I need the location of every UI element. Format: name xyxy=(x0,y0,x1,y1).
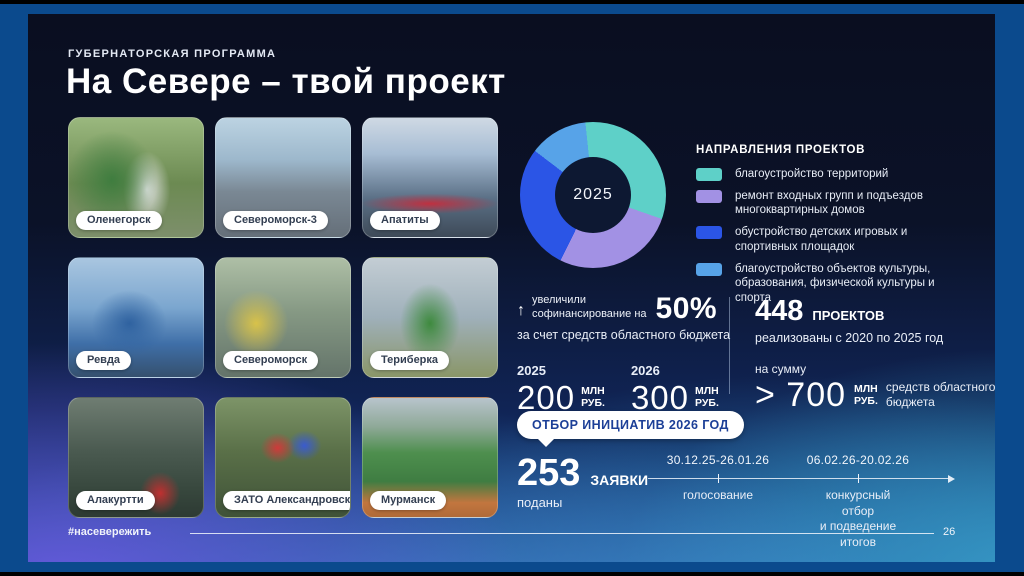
photo-alakurtti: Алакуртти xyxy=(68,397,204,518)
projects-note: реализованы с 2020 по 2025 год xyxy=(755,331,944,345)
applications-note: поданы xyxy=(517,495,563,510)
photo-murmansk: Мурманск xyxy=(362,397,498,518)
year-label: 2026 xyxy=(630,362,660,378)
increase-line2: софинансирование на xyxy=(532,307,647,320)
amount-value: 300 xyxy=(630,378,689,416)
legend-label: благоустройство объектов культуры, образ… xyxy=(735,262,935,305)
photo-severomorsk-3: Североморск-3 xyxy=(215,117,351,238)
sum-label: на сумму xyxy=(755,362,807,376)
donut-chart: 2025 xyxy=(520,122,666,268)
program-kicker: ГУБЕРНАТОРСКАЯ ПРОГРАММА xyxy=(68,48,277,60)
sum-unit: МЛН РУБ. xyxy=(854,382,878,407)
legend-swatch-purple xyxy=(696,189,722,203)
cofinancing-block: ↑ увеличили софинансирование на 50% за с… xyxy=(517,294,733,414)
selection-badge: ОТБОР ИНИЦИАТИВ 2026 ГОД xyxy=(517,411,744,447)
photo-label: Североморск-3 xyxy=(223,211,328,230)
chart-legend: НАПРАВЛЕНИЯ ПРОЕКТОВ благоустройство тер… xyxy=(696,144,964,313)
increase-line1: увеличили xyxy=(532,294,586,306)
vertical-divider xyxy=(729,297,730,394)
photo-label: Оленегорск xyxy=(76,211,162,230)
photo-teriberka: Териберка xyxy=(362,257,498,378)
selection-timeline: 30.12.25-26.01.26 06.02.26-20.02.26 голо… xyxy=(648,451,955,549)
photo-severomorsk: Североморск xyxy=(215,257,351,378)
amount-value: 200 xyxy=(517,378,576,416)
timeline-dates-contest: 06.02.26-20.02.26 xyxy=(806,453,910,467)
photo-label: Алакуртти xyxy=(76,491,155,510)
legend-item: благоустройство объектов культуры, образ… xyxy=(696,262,964,306)
page-title: На Севере – твой проект xyxy=(66,62,506,101)
projects-count-unit: ПРОЕКТОВ xyxy=(812,308,885,323)
projects-count: 448 xyxy=(755,295,804,327)
increase-note: за счет средств областного бюджета xyxy=(517,327,731,342)
timeline-tick xyxy=(858,474,859,483)
timeline-label-contest: конкурсный отбор и подведение итогов xyxy=(819,488,897,549)
increase-row: ↑ увеличили софинансирование на 50% xyxy=(517,292,733,325)
photo-label: Териберка xyxy=(370,351,450,370)
legend-item: благоустройство территорий xyxy=(696,167,964,182)
projects-block: 448 ПРОЕКТОВ реализованы с 2020 по 2025 … xyxy=(755,295,995,414)
photo-label: Ревда xyxy=(76,351,132,370)
photo-label: Мурманск xyxy=(370,491,447,510)
timeline-dates-voting: 30.12.25-26.01.26 xyxy=(666,453,770,467)
donut-center: 2025 xyxy=(555,157,631,233)
sum-note: средств областного бюджета xyxy=(885,380,995,409)
photo-olenegorsk: Оленегорск xyxy=(68,117,204,238)
timeline-label-voting: голосование xyxy=(682,488,754,502)
photo-label: Апатиты xyxy=(370,211,440,230)
funding-year-2025: 2025 200 МЛН РУБ. xyxy=(517,363,605,414)
funding-years: 2025 200 МЛН РУБ. 2026 300 МЛН РУБ. xyxy=(517,363,733,414)
amount-unit: МЛН РУБ. xyxy=(695,384,719,409)
funding-year-2026: 2026 300 МЛН РУБ. xyxy=(631,363,719,414)
sum-value: > 700 xyxy=(755,376,847,414)
timeline-tick xyxy=(718,474,719,483)
legend-label: обустройство детских игровых и спортивны… xyxy=(735,226,908,253)
legend-swatch-skyblue xyxy=(696,262,722,276)
legend-swatch-teal xyxy=(696,168,722,181)
photo-revda: Ревда xyxy=(68,257,204,378)
applications-block: 253 ЗАЯВКИ поданы xyxy=(517,454,648,510)
photo-label: ЗАТО Александровск xyxy=(223,491,350,510)
arrow-up-icon: ↑ xyxy=(517,301,525,319)
increase-percent: 50% xyxy=(655,292,718,325)
applications-unit: ЗАЯВКИ xyxy=(590,472,649,488)
footer-divider xyxy=(190,533,934,534)
photo-zato-aleksandrovsk: ЗАТО Александровск xyxy=(215,397,351,518)
legend-title: НАПРАВЛЕНИЯ ПРОЕКТОВ xyxy=(696,144,866,156)
photo-apatity: Апатиты xyxy=(362,117,498,238)
hashtag: #насевережить xyxy=(68,526,152,538)
legend-label: ремонт входных групп и подъездов многокв… xyxy=(735,189,923,217)
timeline-line-arrow xyxy=(648,474,955,483)
applications-count: 253 xyxy=(517,452,581,494)
donut-center-label: 2025 xyxy=(573,186,613,203)
page-number: 26 xyxy=(943,526,956,538)
increase-text: увеличили софинансирование на xyxy=(532,294,647,322)
legend-item: обустройство детских игровых и спортивны… xyxy=(696,225,964,254)
photo-label: Североморск xyxy=(223,351,319,370)
legend-item: ремонт входных групп и подъездов многокв… xyxy=(696,189,964,218)
legend-label: благоустройство территорий xyxy=(735,168,889,180)
amount-unit: МЛН РУБ. xyxy=(581,384,605,409)
legend-swatch-blue xyxy=(696,226,722,240)
slide: ГУБЕРНАТОРСКАЯ ПРОГРАММА На Севере – тво… xyxy=(28,14,995,562)
year-label: 2025 xyxy=(517,362,546,378)
photo-grid: Оленегорск Североморск-3 Апатиты Ревда С… xyxy=(68,117,498,518)
